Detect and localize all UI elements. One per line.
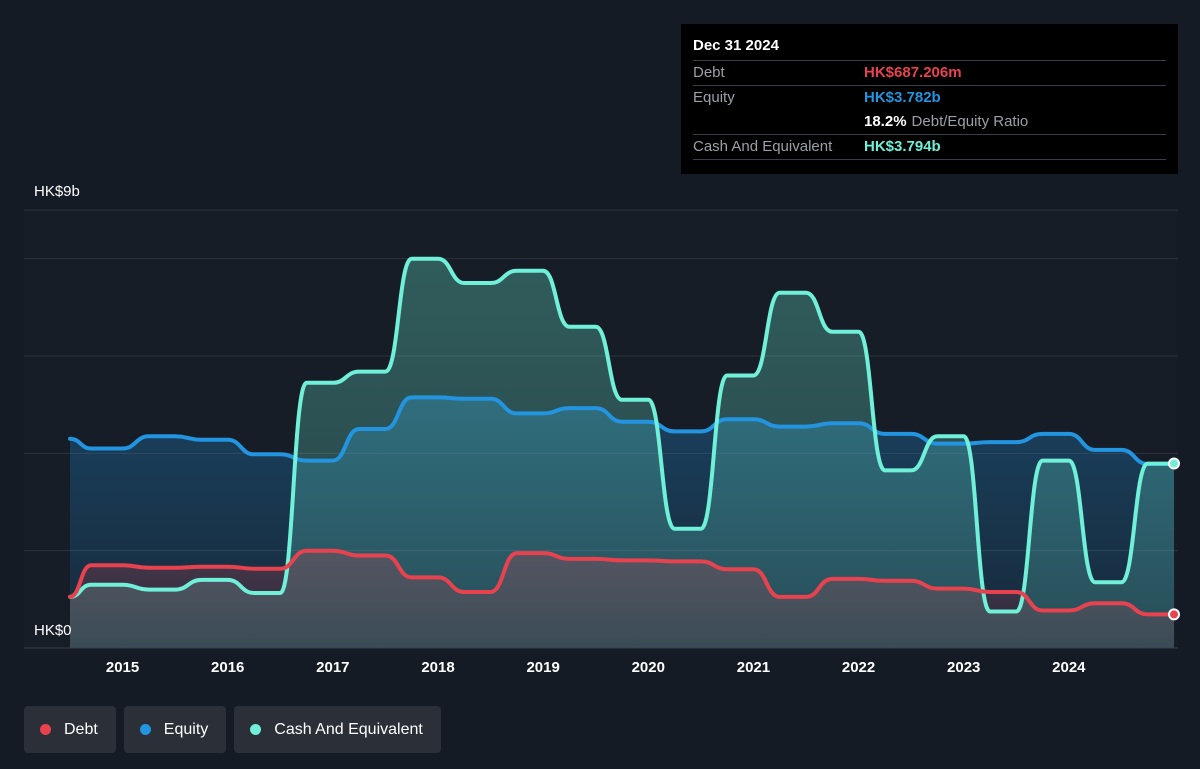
tooltip-equity-label: Equity xyxy=(693,89,735,106)
tooltip-ratio: 18.2% Debt/Equity Ratio xyxy=(864,110,1028,134)
debt-area xyxy=(70,550,1174,648)
tooltip-debt-label: Debt xyxy=(693,64,725,81)
cash-dot-icon xyxy=(250,724,262,735)
tooltip-equity-row: Equity HK$3.782b xyxy=(693,85,1166,110)
x-tick-label: 2021 xyxy=(737,659,770,676)
equity-line xyxy=(68,395,1176,466)
x-tick-label: 2016 xyxy=(211,659,244,676)
cash-end-marker xyxy=(1168,457,1180,470)
tooltip-ratio-row: 18.2% Debt/Equity Ratio xyxy=(693,110,1166,134)
tooltip-cash-label: Cash And Equivalent xyxy=(693,138,833,155)
x-tick-label: 2023 xyxy=(947,659,980,676)
x-tick-label: 2024 xyxy=(1052,659,1086,676)
tooltip-ratio-label: Debt/Equity Ratio xyxy=(911,113,1029,130)
tooltip-date: Dec 31 2024 xyxy=(693,37,779,54)
series-lines xyxy=(68,256,1176,617)
x-tick-label: 2017 xyxy=(316,659,349,676)
end-markers xyxy=(1168,457,1180,621)
x-tick-label: 2018 xyxy=(421,659,454,676)
legend-item-debt[interactable]: Debt xyxy=(24,706,116,753)
x-tick-label: 2020 xyxy=(632,659,665,676)
legend-item-cash[interactable]: Cash And Equivalent xyxy=(234,706,441,753)
tooltip-cash-row: Cash And Equivalent HK$3.794b xyxy=(693,134,1166,160)
tooltip-debt-value: HK$687.206m xyxy=(864,64,962,81)
debt-end-marker xyxy=(1168,608,1180,621)
tooltip-equity-value: HK$3.782b xyxy=(864,89,941,106)
tooltip-debt-row: Debt HK$687.206m xyxy=(693,60,1166,85)
legend-item-equity[interactable]: Equity xyxy=(123,706,227,753)
equity-dot-icon xyxy=(139,724,151,735)
debt-dot-icon xyxy=(40,724,51,735)
chart-legend: Debt Equity Cash And Equivalent xyxy=(24,706,441,753)
cash-area xyxy=(70,258,1174,648)
data-tooltip: Dec 31 2024 Debt HK$687.206m Equity HK$3… xyxy=(681,24,1178,174)
y-axis-top-label: HK$9b xyxy=(34,183,80,200)
x-axis-ticks: 2015 2016 2017 2018 2019 2020 2021 2022 2023 2024 xyxy=(106,659,1086,676)
legend-cash-label: Cash And Equivalent xyxy=(274,720,423,738)
x-tick-label: 2015 xyxy=(106,659,139,676)
legend-equity-label: Equity xyxy=(163,720,209,738)
tooltip-cash-value: HK$3.794b xyxy=(864,138,941,155)
x-tick-label: 2019 xyxy=(526,659,559,676)
series-areas xyxy=(70,258,1174,648)
y-axis-bottom-label: HK$0 xyxy=(34,622,72,639)
x-tick-label: 2022 xyxy=(842,659,875,676)
cash-line xyxy=(68,256,1176,614)
debt-line xyxy=(68,548,1176,617)
tooltip-ratio-value: 18.2% xyxy=(864,113,907,130)
legend-debt-label: Debt xyxy=(64,720,98,738)
